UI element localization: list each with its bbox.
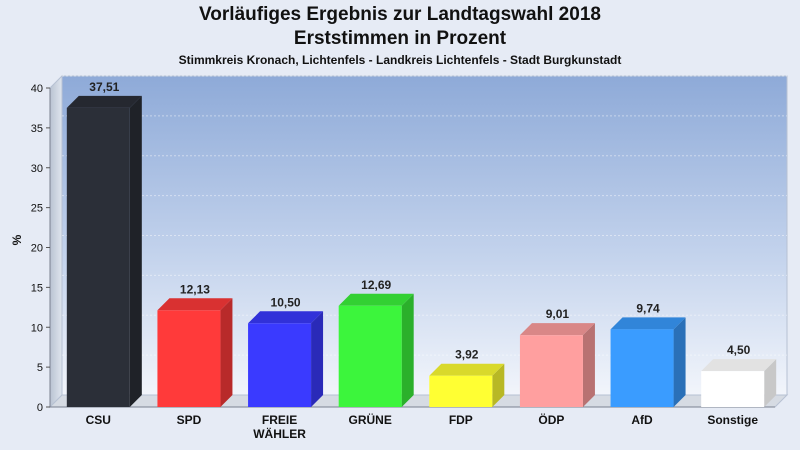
bar-side — [220, 298, 233, 407]
x-tick-label: AfD — [631, 413, 653, 427]
plot-side-wall — [49, 74, 63, 409]
bar-side — [764, 359, 777, 407]
chart-subtitle: Stimmkreis Kronach, Lichtenfels - Landkr… — [178, 53, 622, 67]
bar-top — [610, 317, 686, 330]
bar-top — [429, 363, 505, 376]
y-axis-label: % — [10, 234, 24, 245]
data-label: 12,13 — [180, 282, 210, 296]
bar-afd — [610, 317, 686, 407]
bar-front — [429, 375, 493, 407]
y-tick-label: 25 — [31, 203, 43, 215]
chart-title-line-2: Erststimmen in Prozent — [293, 28, 507, 49]
y-tick-label: 5 — [37, 362, 43, 374]
data-label: 12,69 — [361, 278, 391, 292]
data-label: 4,50 — [727, 343, 751, 357]
x-tick-label: Sonstige — [707, 413, 758, 427]
data-label: 37,51 — [89, 80, 119, 94]
data-label: 9,74 — [636, 301, 660, 315]
data-label: 9,01 — [546, 307, 570, 321]
bar-fdp — [429, 363, 505, 407]
bar-side — [311, 311, 324, 407]
y-tick-label: 10 — [31, 322, 43, 334]
bar-front — [519, 335, 583, 407]
bar-ödp — [519, 323, 595, 407]
x-tick-label: CSU — [86, 413, 111, 427]
x-tick-label: WÄHLER — [253, 426, 306, 441]
bar-top — [519, 323, 595, 336]
bar-sonstige — [701, 359, 777, 407]
x-tick-label: FREIE — [262, 413, 297, 427]
bar-grüne — [338, 293, 414, 407]
y-tick-label: 0 — [37, 402, 43, 414]
bar-front — [248, 323, 312, 407]
bar-freie-wähler — [248, 311, 324, 407]
bar-top — [66, 95, 142, 108]
bar-side — [582, 323, 595, 407]
bar-front — [338, 305, 402, 407]
bar-front — [66, 107, 130, 407]
bar-spd — [157, 298, 233, 407]
chart-title: Vorläufiges Ergebnis zur Landtagswahl 20… — [199, 4, 601, 25]
bar-front — [701, 371, 765, 407]
x-tick-label: FDP — [449, 413, 473, 427]
bar-top — [338, 293, 414, 306]
data-label: 10,50 — [271, 295, 301, 309]
y-tick-label: 40 — [31, 83, 43, 95]
bar-front — [610, 329, 674, 407]
x-tick-label: SPD — [177, 413, 202, 427]
bar-csu — [66, 95, 142, 407]
data-label: 3,92 — [455, 348, 479, 362]
y-tick-label: 35 — [31, 123, 43, 135]
y-tick-label: 20 — [31, 243, 43, 255]
x-tick-label: GRÜNE — [349, 412, 392, 427]
bar-top — [248, 311, 324, 324]
bar-top — [701, 359, 777, 372]
bar-side — [129, 95, 142, 407]
x-tick-label: ÖDP — [538, 412, 564, 427]
bar-front — [157, 310, 221, 407]
y-tick-label: 30 — [31, 163, 43, 175]
bar-side — [401, 293, 414, 407]
bar-side — [492, 363, 505, 407]
bar-side — [673, 317, 686, 407]
y-tick-label: 15 — [31, 282, 43, 294]
bar-top — [157, 298, 233, 311]
